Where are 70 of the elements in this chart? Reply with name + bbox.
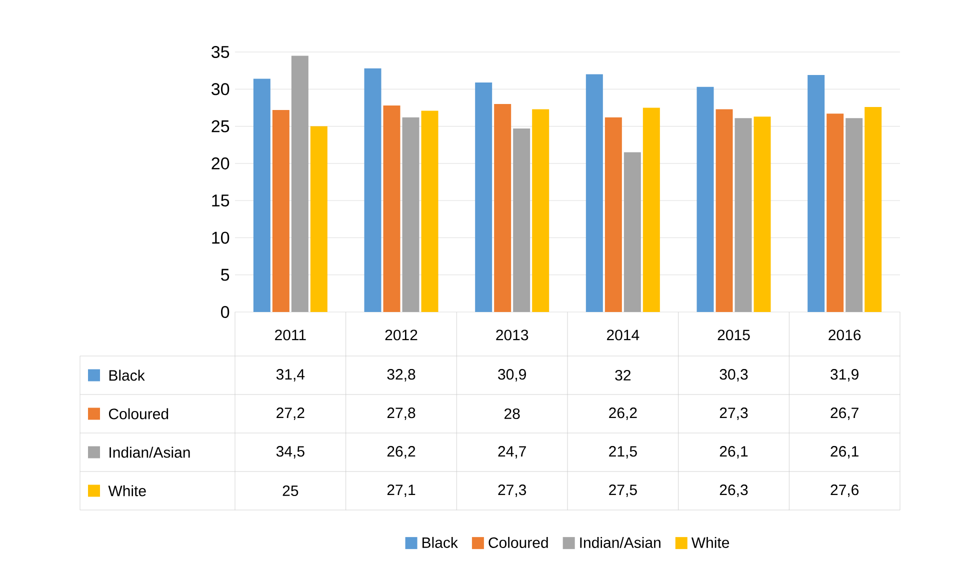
bar <box>604 117 622 312</box>
data-label: 30,3 <box>720 369 748 382</box>
data-label: 27,6 <box>830 484 859 497</box>
bar <box>734 118 752 312</box>
bar <box>696 86 714 312</box>
x-tick-label: 2012 <box>385 330 418 340</box>
bar <box>864 106 882 312</box>
y-tick-label: 10 <box>212 232 230 244</box>
bar <box>402 117 420 312</box>
data-label: 27,3 <box>498 484 526 497</box>
text: White <box>108 485 146 496</box>
data-label: 32,8 <box>387 369 416 382</box>
text: Indian/Asian <box>580 536 660 548</box>
data-label: 34,5 <box>276 446 304 458</box>
bar <box>586 74 603 312</box>
bar <box>846 118 863 312</box>
data-label: 27,3 <box>720 408 748 420</box>
y-tick-label: 20 <box>212 157 230 170</box>
x-tick-label: 2013 <box>496 330 528 340</box>
data-label: 26,1 <box>720 446 748 458</box>
data-label: 26,3 <box>720 484 748 497</box>
data-label: 26,7 <box>830 408 858 420</box>
bar <box>624 152 641 312</box>
bar <box>716 109 733 312</box>
y-tick-label: 25 <box>212 120 230 132</box>
bar <box>310 126 328 312</box>
bar <box>421 110 438 312</box>
data-label: 21,5 <box>609 446 637 458</box>
data-label: 31,9 <box>830 369 858 382</box>
legend-label: Coloured <box>108 408 168 420</box>
data-label: 28 <box>504 408 520 420</box>
data-label: 25 <box>282 485 298 496</box>
x-tick-label: 2011 <box>275 330 306 340</box>
bar <box>272 110 290 312</box>
y-tick-label: 15 <box>212 194 230 207</box>
bar <box>475 82 492 312</box>
data-label: 32 <box>615 370 631 381</box>
bar <box>826 114 844 312</box>
x-tick-label: 2016 <box>828 330 861 340</box>
bar <box>754 116 771 312</box>
data-label: 26,2 <box>387 446 416 458</box>
bar <box>808 75 825 312</box>
bar <box>532 109 550 312</box>
data-label: 27,8 <box>387 408 416 420</box>
data-label: 26,2 <box>609 408 637 420</box>
data-label: 27,1 <box>387 484 416 497</box>
y-tick-label: 0 <box>221 306 230 318</box>
text: Coloured <box>488 536 548 548</box>
bar <box>253 78 270 312</box>
y-tick-label: 30 <box>212 83 230 96</box>
bar <box>383 105 400 312</box>
bar <box>642 108 660 312</box>
text: Black <box>422 536 458 548</box>
data-label: 26,1 <box>830 446 858 458</box>
bar <box>364 68 382 312</box>
y-tick-label: 5 <box>221 268 230 281</box>
bar <box>513 128 530 312</box>
x-tick-label: 2014 <box>606 330 640 340</box>
legend-label: Black <box>109 370 145 381</box>
data-label: 24,7 <box>498 446 526 458</box>
data-label: 31,4 <box>276 369 305 382</box>
x-tick-label: 2015 <box>718 330 750 340</box>
bar <box>494 104 512 312</box>
data-label: 27,5 <box>609 484 637 497</box>
y-tick-label: 35 <box>212 46 230 58</box>
bar <box>291 56 308 312</box>
data-label: 30,9 <box>498 369 526 382</box>
data-label: 27,2 <box>276 408 304 420</box>
legend-label: White <box>691 536 730 548</box>
legend-label: Indian/Asian <box>110 446 190 458</box>
